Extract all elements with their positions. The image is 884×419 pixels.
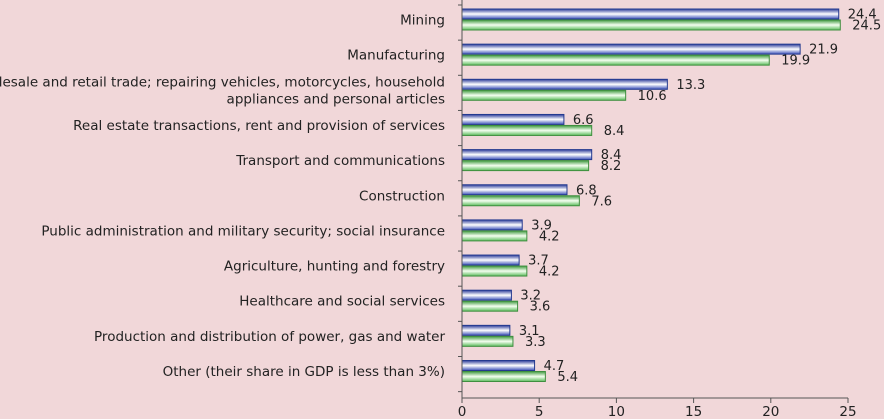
bar-series-2-7 (461, 265, 528, 277)
value-label-series-1-4: 8.4 (601, 148, 622, 163)
category-label-3: Real estate transactions, rent and provi… (73, 118, 445, 134)
x-tick-label-4: 20 (762, 404, 779, 419)
value-label-series-1-3: 6.6 (573, 113, 594, 128)
category-label-10: Other (their share in GDP is less than 3… (163, 364, 445, 380)
value-label-series-1-5: 6.8 (576, 183, 597, 198)
bar-series-1-1 (461, 43, 801, 55)
category-label-2-line-0: Wholesale and retail trade; repairing ve… (0, 74, 445, 90)
bar-series-1-5 (461, 184, 568, 196)
category-label-5: Construction (359, 188, 445, 204)
bar-series-2-6 (461, 230, 528, 242)
bar-series-2-9 (461, 335, 514, 347)
value-label-series-2-5: 7.6 (591, 194, 612, 209)
category-label-1: Manufacturing (347, 48, 445, 64)
bar-series-1-10 (461, 360, 536, 371)
value-label-series-2-4: 8.2 (601, 159, 622, 174)
value-label-series-2-10: 5.4 (557, 370, 578, 385)
bar-series-2-8 (461, 300, 519, 312)
value-label-series-1-8: 3.2 (520, 289, 541, 304)
bar-series-1-9 (461, 324, 511, 336)
value-label-series-1-10: 4.7 (544, 359, 565, 374)
value-label-series-1-2: 13.3 (676, 78, 705, 93)
bar-series-1-7 (461, 254, 520, 266)
bar-series-1-2 (461, 78, 668, 90)
value-label-series-2-7: 4.2 (539, 265, 560, 280)
category-label-8: Healthcare and social services (239, 294, 445, 310)
x-tick-label-0: 0 (458, 404, 467, 419)
category-label-6: Public administration and military secur… (41, 223, 445, 239)
bar-series-1-4 (461, 149, 593, 161)
x-tick-label-3: 15 (685, 404, 702, 419)
value-label-series-2-8: 3.6 (530, 300, 551, 315)
category-label-9: Production and distribution of power, ga… (94, 329, 445, 345)
bar-series-2-10 (461, 371, 546, 382)
value-label-series-1-1: 21.9 (809, 43, 838, 58)
value-label-series-2-9: 3.3 (525, 335, 546, 350)
value-label-series-2-6: 4.2 (539, 229, 560, 244)
bar-series-2-4 (461, 160, 590, 172)
x-tick-label-5: 25 (839, 404, 856, 419)
category-label-7: Agriculture, hunting and forestry (224, 259, 445, 275)
bar-series-1-8 (461, 289, 512, 301)
x-tick-label-2: 10 (608, 404, 625, 419)
category-label-4: Transport and communications (235, 153, 445, 169)
bar-series-1-6 (461, 219, 523, 231)
bar-series-1-3 (461, 113, 565, 125)
value-label-series-1-0: 24.4 (848, 8, 877, 23)
bar-series-1-0 (461, 8, 840, 20)
bar-series-2-0 (461, 19, 841, 31)
value-label-series-2-1: 19.9 (781, 54, 810, 69)
value-label-series-1-7: 3.7 (528, 254, 549, 269)
bar-series-2-1 (461, 54, 770, 66)
bar-series-2-3 (461, 124, 593, 136)
value-label-series-2-0: 24.5 (852, 19, 881, 34)
value-label-series-1-6: 3.9 (531, 218, 552, 233)
value-label-series-2-3: 8.4 (604, 124, 625, 139)
bar-series-2-2 (461, 89, 627, 101)
category-label-0: Mining (400, 13, 445, 29)
bar-series-2-5 (461, 195, 580, 207)
category-label-2-line-1: appliances and personal articles (227, 91, 445, 107)
value-label-series-2-2: 10.6 (638, 89, 667, 104)
value-label-series-1-9: 3.1 (519, 324, 540, 339)
x-tick-label-1: 5 (535, 404, 544, 419)
